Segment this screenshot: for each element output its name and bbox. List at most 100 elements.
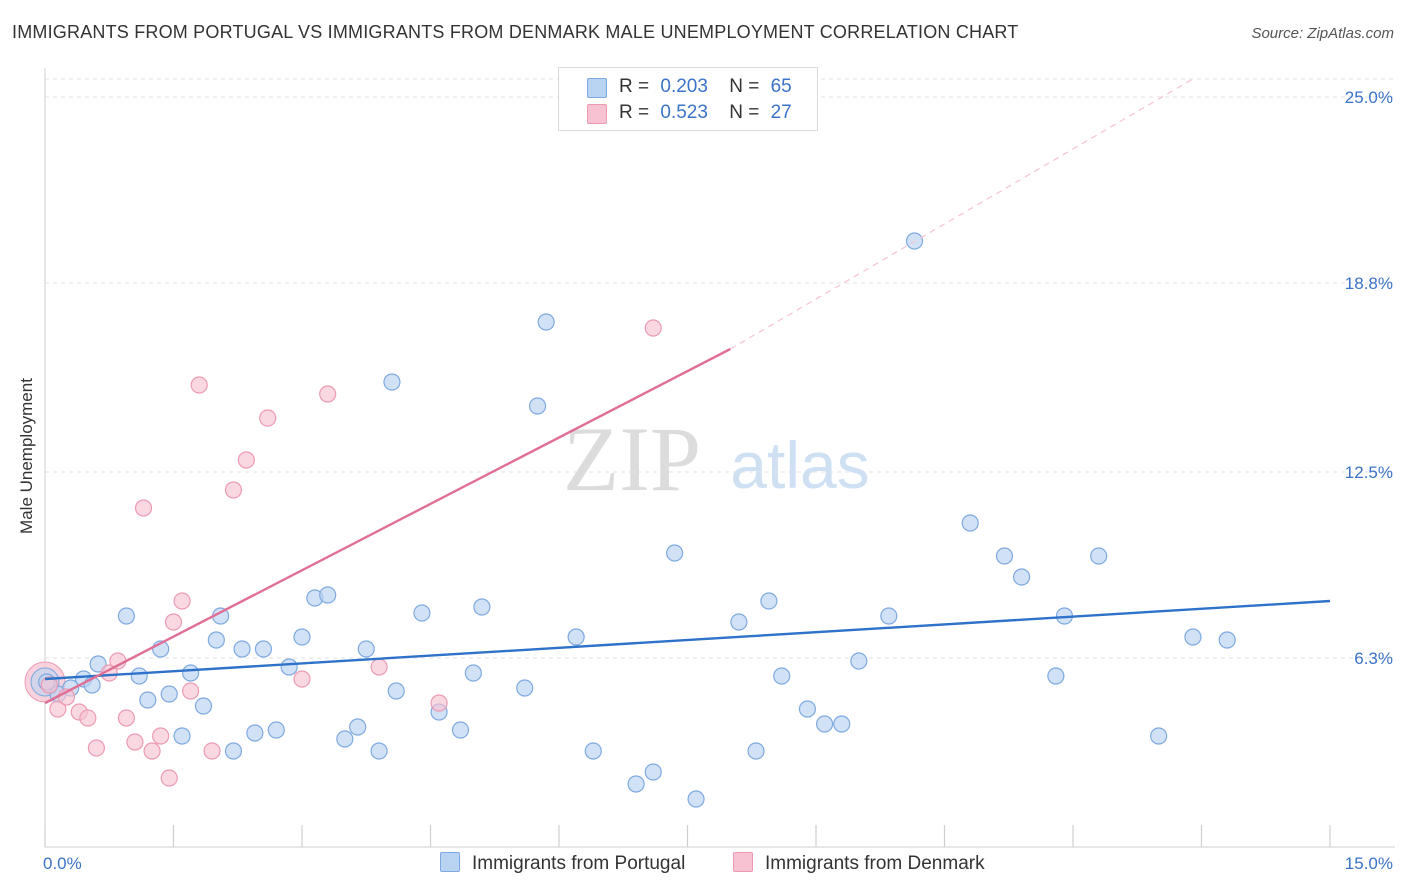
- data-point-portugal: [1150, 727, 1168, 745]
- legend-r-value-denmark: 0.523: [660, 102, 708, 123]
- data-point-denmark: [160, 769, 178, 787]
- data-point-portugal: [254, 640, 273, 658]
- x-tick-label: 15.0%: [1345, 854, 1393, 873]
- series-legend-denmark: Immigrants from Denmark: [733, 852, 985, 875]
- data-point-portugal: [666, 544, 684, 562]
- data-points: [24, 232, 1236, 808]
- data-point-denmark: [40, 676, 58, 694]
- data-point-portugal: [1047, 667, 1065, 685]
- data-point-denmark: [370, 658, 388, 676]
- data-point-portugal: [194, 697, 213, 715]
- data-point-portugal: [160, 685, 178, 703]
- trend-line-portugal: [44, 599, 1331, 681]
- data-point-portugal: [773, 667, 791, 685]
- data-point-denmark: [143, 742, 161, 760]
- data-point-denmark: [293, 670, 311, 688]
- data-point-portugal: [173, 727, 191, 745]
- data-point-denmark: [644, 319, 662, 337]
- data-point-portugal: [1090, 547, 1108, 565]
- data-point-portugal: [627, 775, 645, 793]
- data-point-denmark: [126, 733, 144, 751]
- data-point-portugal: [224, 742, 243, 760]
- data-point-portugal: [567, 628, 585, 646]
- data-point-portugal: [139, 691, 157, 709]
- data-point-portugal: [293, 628, 311, 646]
- data-point-portugal: [464, 664, 482, 682]
- series-legend-portugal: Immigrants from Portugal: [440, 852, 685, 875]
- data-point-portugal: [383, 373, 401, 391]
- axes: [44, 68, 1395, 848]
- series-swatch-denmark: [733, 852, 753, 872]
- data-point-portugal: [760, 592, 778, 610]
- chart-source: Source: ZipAtlas.com: [1251, 25, 1394, 42]
- data-point-portugal: [280, 658, 298, 676]
- data-point-portugal: [357, 640, 375, 658]
- data-point-denmark: [117, 709, 135, 727]
- data-point-portugal: [370, 742, 388, 760]
- data-point-denmark: [152, 727, 170, 745]
- data-point-portugal: [1218, 631, 1236, 649]
- data-point-portugal: [349, 718, 367, 736]
- data-point-portugal: [387, 682, 405, 700]
- data-point-portugal: [267, 721, 285, 739]
- grid-lines: [45, 78, 1395, 659]
- trend-extension-denmark: [730, 78, 1194, 350]
- data-point-portugal: [319, 586, 337, 604]
- data-point-portugal: [528, 397, 547, 415]
- data-point-denmark: [87, 739, 106, 757]
- data-point-portugal: [182, 664, 200, 682]
- data-point-portugal: [130, 667, 148, 685]
- trend-lines: [44, 78, 1331, 705]
- data-point-portugal: [246, 724, 264, 742]
- y-tick-label: 18.8%: [1345, 274, 1393, 293]
- data-point-portugal: [815, 715, 834, 733]
- data-point-denmark: [237, 451, 255, 469]
- legend-r-label: R =: [619, 76, 650, 97]
- data-point-portugal: [89, 655, 107, 673]
- data-point-portugal: [687, 790, 705, 808]
- legend-r-value-portugal: 0.203: [660, 76, 708, 97]
- watermark-zip: ZIP: [563, 408, 701, 510]
- data-point-portugal: [336, 730, 354, 748]
- legend-n-label: N =: [729, 102, 760, 123]
- series-label-portugal: Immigrants from Portugal: [472, 853, 686, 874]
- data-point-portugal: [473, 598, 491, 616]
- data-point-portugal: [451, 721, 470, 739]
- data-point-portugal: [644, 763, 662, 781]
- data-point-denmark: [49, 700, 67, 718]
- chart-title: IMMIGRANTS FROM PORTUGAL VS IMMIGRANTS F…: [12, 22, 1019, 42]
- data-point-portugal: [880, 607, 898, 625]
- data-point-portugal: [413, 604, 431, 622]
- data-point-portugal: [730, 613, 748, 631]
- data-point-denmark: [173, 592, 191, 610]
- data-point-portugal: [833, 715, 851, 733]
- correlation-legend: R = 0.203 N = 65 R = 0.523 N = 27: [558, 67, 818, 131]
- data-point-portugal: [516, 679, 534, 697]
- data-point-denmark: [190, 376, 208, 394]
- watermark-atlas: atlas: [730, 428, 869, 502]
- series-label-denmark: Immigrants from Denmark: [765, 853, 985, 874]
- data-point-denmark: [164, 613, 183, 631]
- data-point-portugal: [747, 742, 765, 760]
- data-point-denmark: [224, 481, 243, 499]
- data-point-portugal: [1184, 628, 1202, 646]
- tick-labels: 6.3% 12.5% 18.8% 25.0% 0.0% 15.0%: [43, 88, 1393, 873]
- data-point-portugal: [961, 514, 979, 532]
- data-point-portugal: [1012, 568, 1031, 586]
- legend-swatch-portugal: [587, 78, 607, 98]
- series-swatch-portugal: [440, 852, 460, 872]
- data-point-denmark: [259, 409, 277, 427]
- data-point-portugal: [584, 742, 602, 760]
- data-point-denmark: [203, 742, 221, 760]
- legend-n-label: N =: [729, 76, 760, 97]
- legend-r-label: R =: [619, 102, 650, 123]
- watermark: ZIP atlas: [563, 408, 870, 510]
- data-point-denmark: [79, 709, 97, 727]
- data-point-portugal: [117, 607, 135, 625]
- legend-n-value-denmark: 27: [770, 102, 792, 123]
- data-point-portugal: [537, 313, 555, 331]
- y-tick-label: 25.0%: [1345, 88, 1393, 107]
- y-tick-label: 6.3%: [1354, 649, 1393, 668]
- data-point-denmark: [134, 499, 153, 517]
